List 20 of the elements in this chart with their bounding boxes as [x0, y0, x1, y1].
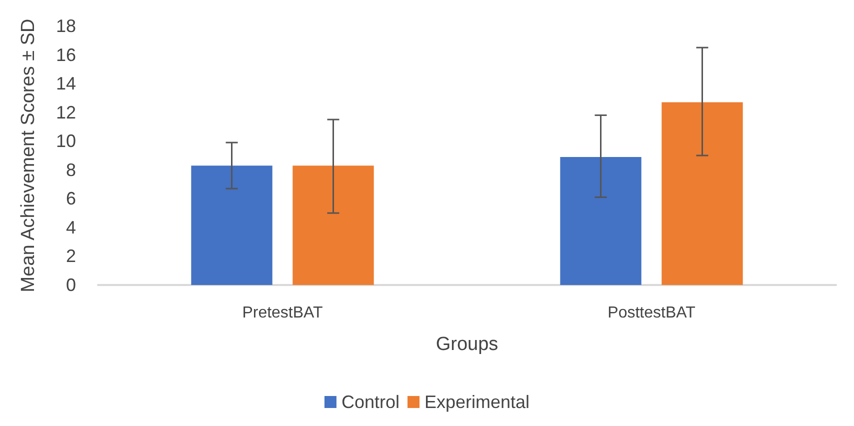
y-tick-label: 10	[56, 131, 76, 152]
x-tick-label: PretestBAT	[242, 304, 324, 322]
y-tick-label: 16	[56, 44, 76, 65]
x-tick-label: PosttestBAT	[608, 304, 696, 322]
y-tick-label: 14	[56, 74, 76, 94]
y-tick-label: 12	[56, 102, 76, 122]
y-axis-title: Mean Achievement Scores ± SD	[18, 18, 39, 292]
bar	[292, 166, 374, 285]
y-tick-label: 6	[66, 188, 76, 209]
y-tick-label: 18	[56, 16, 76, 36]
x-axis-title: Groups	[436, 334, 498, 355]
bar	[560, 156, 642, 285]
legend-label: Control	[341, 392, 400, 412]
bar	[662, 102, 743, 285]
bar	[191, 166, 272, 285]
y-tick-label: 8	[66, 160, 76, 180]
y-tick-label: 4	[66, 217, 76, 238]
y-tick-label: 2	[66, 246, 76, 266]
legend-label: Experimental	[424, 392, 530, 412]
y-tick-label: 0	[66, 275, 76, 295]
